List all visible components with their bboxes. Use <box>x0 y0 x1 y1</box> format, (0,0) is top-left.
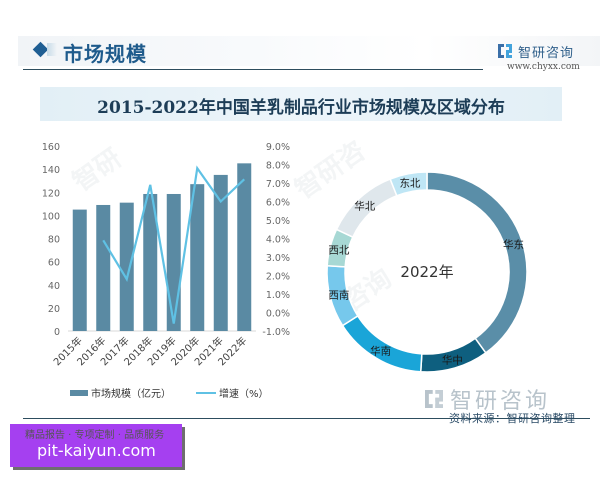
y-left-tick: 100 <box>42 211 60 222</box>
brand-url: www.chyxx.com <box>507 62 580 72</box>
donut-segment-label: 华北 <box>354 200 375 213</box>
y-left-tick: 60 <box>48 258 60 269</box>
y-right-tick: -1.0% <box>262 327 290 338</box>
promo-banner[interactable] <box>10 424 182 467</box>
watermark-logo-icon <box>425 390 443 408</box>
y-right-tick: 7.0% <box>266 179 290 190</box>
donut-segment-label: 西南 <box>328 289 349 302</box>
donut-segment-label: 东北 <box>399 177 420 190</box>
bar <box>72 209 87 331</box>
y-right-tick: 3.0% <box>266 253 290 264</box>
y-right-tick: 4.0% <box>266 235 290 246</box>
donut-segment <box>389 171 428 197</box>
bar <box>213 174 228 331</box>
legend-bar-swatch <box>70 390 88 396</box>
y-right-tick: 5.0% <box>266 216 290 227</box>
brand-name: 智研咨询 <box>518 46 575 61</box>
donut-segment-label: 华南 <box>370 344 391 357</box>
legend-line-label: 增速（%） <box>219 387 269 400</box>
y-left-tick: 140 <box>42 165 60 176</box>
footer-divider <box>23 418 590 419</box>
section-title: 市场规模 <box>63 42 147 66</box>
y-right-tick: 1.0% <box>266 290 290 301</box>
bar <box>96 204 111 331</box>
brand-logo: 智研咨询 www.chyxx.com <box>496 42 600 72</box>
diamond-glow <box>47 43 57 56</box>
y-right-tick: 8.0% <box>266 161 290 172</box>
y-left-tick: 120 <box>42 188 60 199</box>
legend-bar-label: 市场规模（亿元） <box>91 387 171 400</box>
bar <box>190 184 205 331</box>
donut-segment-label: 华中 <box>442 353 463 366</box>
bar <box>143 193 158 331</box>
bar <box>237 163 252 331</box>
watermark-brand: 智研咨询 <box>450 389 551 414</box>
source-note: 资料来源：智研咨询整理 <box>449 412 576 425</box>
y-right-tick: 9.0% <box>266 142 290 153</box>
chart-title: 2015-2022年中国羊乳制品行业市场规模及区域分布 <box>97 98 505 118</box>
header-divider <box>23 69 483 70</box>
y-left-tick: 160 <box>42 142 60 153</box>
donut-segment <box>341 314 423 373</box>
y-left-tick: 40 <box>48 281 60 292</box>
y-right-tick: 6.0% <box>266 198 290 209</box>
section-header-bar <box>18 36 600 66</box>
bar-line-chart: 0 20 40 60 80 100 120 140 160 -1.0% 0.0% 1.0% 2.0% 3.… <box>42 142 290 400</box>
y-left-tick: 20 <box>48 304 60 315</box>
tagline: 精品报告 · 专项定制 · 品质服务 <box>25 430 165 441</box>
bar <box>119 202 134 331</box>
bar <box>166 193 181 331</box>
y-right-tick: 0.0% <box>266 309 290 320</box>
donut-segment-label: 西北 <box>328 244 349 256</box>
donut-segment-label: 华东 <box>503 238 524 251</box>
y-left-tick: 80 <box>48 235 60 246</box>
promo-link[interactable]: pit-kaiyun.com <box>37 441 156 460</box>
donut-center-label: 2022年 <box>400 263 453 281</box>
y-right-tick: 2.0% <box>266 272 290 283</box>
title-band <box>40 87 562 121</box>
growth-line <box>102 165 246 324</box>
brand-logo-icon <box>498 44 512 58</box>
y-left-tick: 0 <box>54 327 60 338</box>
